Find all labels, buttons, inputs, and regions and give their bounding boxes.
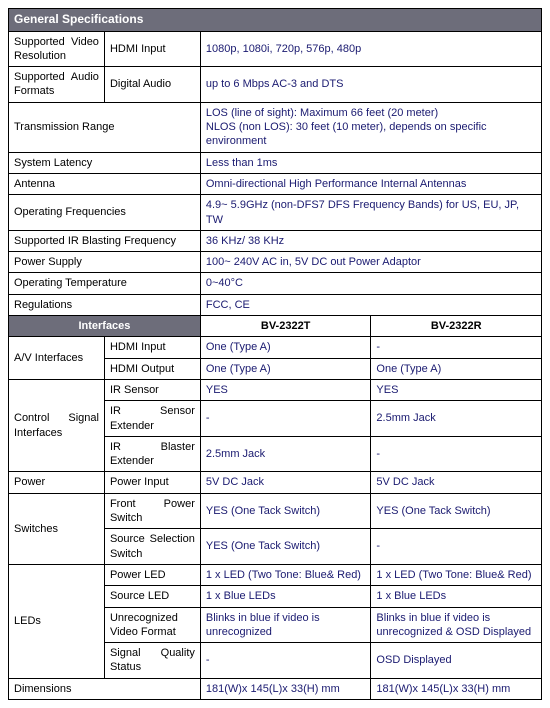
- table-row: Supported Video ResolutionHDMI Input1080…: [9, 31, 542, 67]
- table-row: General Specifications: [9, 9, 542, 32]
- value-b: -: [371, 337, 542, 358]
- spec-label: Operating Temperature: [9, 273, 201, 294]
- spec-sublabel: Digital Audio: [104, 67, 200, 103]
- interfaces-label: Interfaces: [9, 316, 201, 337]
- spec-value: 1080p, 1080i, 720p, 576p, 480p: [200, 31, 541, 67]
- value-b: 5V DC Jack: [371, 472, 542, 493]
- value-b: 2.5mm Jack: [371, 401, 542, 437]
- group-sublabel: Front Power Switch: [104, 493, 200, 529]
- spec-label: Supported Audio Formats: [9, 67, 105, 103]
- table-row: Operating Temperature0~40°C: [9, 273, 542, 294]
- table-row: A/V InterfacesHDMI InputOne (Type A)-: [9, 337, 542, 358]
- value-a: 5V DC Jack: [200, 472, 371, 493]
- spec-value: 36 KHz/ 38 KHz: [200, 230, 541, 251]
- spec-table: General SpecificationsSupported Video Re…: [8, 8, 542, 700]
- value-a: 1 x LED (Two Tone: Blue& Red): [200, 564, 371, 585]
- group-sublabel: Unrecognized Video Format: [104, 607, 200, 643]
- spec-value: LOS (line of sight): Maximum 66 feet (20…: [200, 102, 541, 152]
- spec-label: Antenna: [9, 173, 201, 194]
- spec-label: Operating Frequencies: [9, 195, 201, 231]
- value-a: YES (One Tack Switch): [200, 529, 371, 565]
- spec-label: Transmission Range: [9, 102, 201, 152]
- table-row: Transmission RangeLOS (line of sight): M…: [9, 102, 542, 152]
- value-a: YES: [200, 379, 371, 400]
- table-row: System LatencyLess than 1ms: [9, 152, 542, 173]
- table-row: Control Signal InterfacesIR SensorYESYES: [9, 379, 542, 400]
- table-row: Power Supply100~ 240V AC in, 5V DC out P…: [9, 252, 542, 273]
- value-a: 2.5mm Jack: [200, 436, 371, 472]
- interfaces-col-a: BV-2322T: [200, 316, 371, 337]
- group-sublabel: Source LED: [104, 586, 200, 607]
- value-a: 181(W)x 145(L)x 33(H) mm: [200, 678, 371, 699]
- value-a: 1 x Blue LEDs: [200, 586, 371, 607]
- table-row: PowerPower Input5V DC Jack5V DC Jack: [9, 472, 542, 493]
- spec-label: Supported IR Blasting Frequency: [9, 230, 201, 251]
- table-row: AntennaOmni-directional High Performance…: [9, 173, 542, 194]
- value-b: One (Type A): [371, 358, 542, 379]
- group-sublabel: HDMI Input: [104, 337, 200, 358]
- spec-label: Regulations: [9, 294, 201, 315]
- group-label: Control Signal Interfaces: [9, 379, 105, 471]
- table-row: Dimensions181(W)x 145(L)x 33(H) mm181(W)…: [9, 678, 542, 699]
- value-b: YES (One Tack Switch): [371, 493, 542, 529]
- value-a: Blinks in blue if video is unrecognized: [200, 607, 371, 643]
- value-b: 1 x LED (Two Tone: Blue& Red): [371, 564, 542, 585]
- group-label: A/V Interfaces: [9, 337, 105, 380]
- interfaces-col-b: BV-2322R: [371, 316, 542, 337]
- group-label: LEDs: [9, 564, 105, 678]
- value-a: YES (One Tack Switch): [200, 493, 371, 529]
- spec-value: FCC, CE: [200, 294, 541, 315]
- group-sublabel: Power LED: [104, 564, 200, 585]
- spec-value: Omni-directional High Performance Intern…: [200, 173, 541, 194]
- spec-value: 4.9~ 5.9GHz (non-DFS7 DFS Frequency Band…: [200, 195, 541, 231]
- value-b: -: [371, 529, 542, 565]
- value-b: YES: [371, 379, 542, 400]
- value-a: -: [200, 401, 371, 437]
- group-sublabel: IR Blaster Extender: [104, 436, 200, 472]
- table-row: RegulationsFCC, CE: [9, 294, 542, 315]
- spec-value: up to 6 Mbps AC-3 and DTS: [200, 67, 541, 103]
- section-title: General Specifications: [9, 9, 542, 32]
- table-row: Supported Audio FormatsDigital Audioup t…: [9, 67, 542, 103]
- spec-sublabel: HDMI Input: [104, 31, 200, 67]
- group-label: Power: [9, 472, 105, 493]
- group-sublabel: Source Selection Switch: [104, 529, 200, 565]
- group-sublabel: Signal Quality Status: [104, 643, 200, 679]
- spec-label: System Latency: [9, 152, 201, 173]
- group-label: Switches: [9, 493, 105, 564]
- value-b: 181(W)x 145(L)x 33(H) mm: [371, 678, 542, 699]
- spec-value: Less than 1ms: [200, 152, 541, 173]
- value-b: Blinks in blue if video is unrecognized …: [371, 607, 542, 643]
- group-sublabel: HDMI Output: [104, 358, 200, 379]
- table-row: SwitchesFront Power SwitchYES (One Tack …: [9, 493, 542, 529]
- spec-label: Supported Video Resolution: [9, 31, 105, 67]
- group-sublabel: Power Input: [104, 472, 200, 493]
- value-b: OSD Displayed: [371, 643, 542, 679]
- table-row: LEDsPower LED1 x LED (Two Tone: Blue& Re…: [9, 564, 542, 585]
- value-b: -: [371, 436, 542, 472]
- table-row: InterfacesBV-2322TBV-2322R: [9, 316, 542, 337]
- spec-value: 0~40°C: [200, 273, 541, 294]
- table-row: Supported IR Blasting Frequency36 KHz/ 3…: [9, 230, 542, 251]
- value-a: -: [200, 643, 371, 679]
- group-label: Dimensions: [9, 678, 201, 699]
- value-a: One (Type A): [200, 337, 371, 358]
- group-sublabel: IR Sensor: [104, 379, 200, 400]
- table-row: Operating Frequencies4.9~ 5.9GHz (non-DF…: [9, 195, 542, 231]
- spec-value: 100~ 240V AC in, 5V DC out Power Adaptor: [200, 252, 541, 273]
- value-a: One (Type A): [200, 358, 371, 379]
- group-sublabel: IR Sensor Extender: [104, 401, 200, 437]
- value-b: 1 x Blue LEDs: [371, 586, 542, 607]
- spec-label: Power Supply: [9, 252, 201, 273]
